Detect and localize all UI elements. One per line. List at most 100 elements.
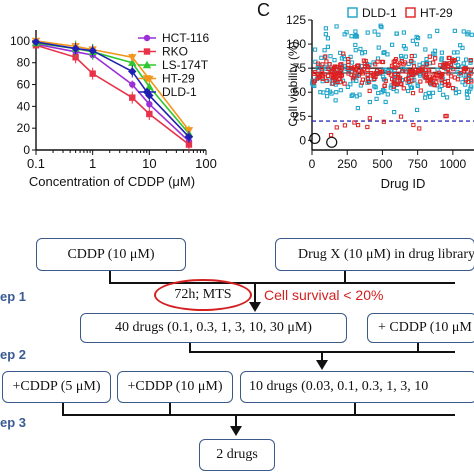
scatter-point xyxy=(463,82,468,87)
scatter-point xyxy=(381,119,386,124)
scatter-point xyxy=(468,60,473,65)
scatter-point xyxy=(424,62,430,67)
scatter-point xyxy=(348,82,353,87)
scatter-point xyxy=(382,83,387,88)
scatter-point xyxy=(334,125,339,130)
scatter-point xyxy=(381,50,386,56)
y-tick-label: 0 xyxy=(23,143,30,157)
connector-mid xyxy=(189,343,455,353)
drug-screen-xlabel: Drug ID xyxy=(381,176,426,191)
scatter-point xyxy=(353,42,358,48)
scatter-point xyxy=(399,82,404,87)
scatter-point xyxy=(413,70,418,75)
legend-marker xyxy=(142,75,152,83)
series-line-hct-116 xyxy=(35,43,190,142)
incubation-oval: 72h; MTS xyxy=(154,279,252,311)
drug-screen-ylabel: Cell viability (%) xyxy=(286,41,300,126)
scatter-point xyxy=(427,69,432,74)
x-tick-label: 250 xyxy=(337,157,357,171)
cddp-10-box: +CDDP (10 μM) xyxy=(117,371,233,403)
scatter-point xyxy=(333,71,338,76)
legend-marker xyxy=(142,60,152,69)
scatter-point xyxy=(418,79,423,84)
data-point xyxy=(185,141,193,148)
scatter-point xyxy=(446,55,451,61)
scatter-point xyxy=(373,85,378,90)
highlight-circle xyxy=(326,136,338,148)
scatter-point xyxy=(312,47,318,52)
scatter-point xyxy=(352,120,357,125)
panel-c-label: C xyxy=(257,0,270,20)
scatter-point xyxy=(366,79,372,85)
scatter-point xyxy=(315,61,321,66)
scatter-point xyxy=(398,75,403,80)
scatter-point xyxy=(415,83,420,89)
scatter-point xyxy=(363,64,368,69)
scatter-point xyxy=(334,64,339,70)
series-line-rko xyxy=(35,44,190,146)
scatter-point xyxy=(360,71,366,76)
scatter-point xyxy=(399,56,404,61)
dose-response-chart: 0 20 40 60 80 100 0.1 1 10 100 HCT-116RKOLS-174TH… xyxy=(10,30,217,189)
scatter-point xyxy=(326,66,331,71)
cddp-5-box: +CDDP (5 μM) xyxy=(2,371,111,403)
scatter-point xyxy=(325,44,331,49)
scatter-point xyxy=(401,44,407,49)
data-point xyxy=(71,44,80,53)
x-tick-label: 0.1 xyxy=(27,156,45,171)
scatter-point xyxy=(437,87,442,92)
scatter-point xyxy=(414,42,420,47)
legend-marker xyxy=(143,34,151,42)
scatter-point xyxy=(389,77,395,82)
data-point xyxy=(89,70,96,77)
scatter-point xyxy=(465,95,470,100)
scatter-point xyxy=(414,34,419,40)
scatter-point xyxy=(329,68,335,74)
scatter-point xyxy=(439,50,445,55)
step-2-label: ep 2 xyxy=(0,347,27,362)
scatter-point xyxy=(346,56,351,62)
scatter-point xyxy=(451,59,456,64)
step-3-label: ep 3 xyxy=(0,415,27,430)
scatter-point xyxy=(389,63,395,68)
scatter-point xyxy=(405,88,411,94)
scatter-point xyxy=(434,80,439,85)
scatter-point xyxy=(338,88,343,93)
scatter-point xyxy=(455,63,460,68)
scatter-point xyxy=(393,65,398,70)
data-point xyxy=(146,110,153,118)
drug-screen-points xyxy=(309,23,474,138)
scatter-point xyxy=(325,94,330,99)
scatter-point xyxy=(426,90,431,95)
scatter-point xyxy=(398,114,404,119)
scatter-point xyxy=(323,26,328,31)
scatter-point xyxy=(403,54,408,59)
scatter-point xyxy=(418,88,423,93)
scatter-point xyxy=(452,28,457,33)
scatter-point xyxy=(385,92,390,97)
scatter-point xyxy=(355,63,360,68)
scatter-point xyxy=(394,89,399,94)
scatter-point xyxy=(410,72,415,78)
y-tick-label: 100 xyxy=(286,37,306,51)
scatter-point xyxy=(401,30,406,35)
scatter-point xyxy=(323,32,328,37)
scatter-point xyxy=(358,46,363,52)
scatter-point xyxy=(423,47,428,52)
scatter-point xyxy=(380,59,386,65)
scatter-point xyxy=(312,78,317,83)
two-drugs-box: 2 drugs xyxy=(199,439,275,471)
x-tick-label: 10 xyxy=(142,156,156,171)
scatter-point xyxy=(428,94,433,99)
scatter-point xyxy=(356,73,361,78)
scatter-point xyxy=(410,91,416,96)
scatter-point xyxy=(451,50,457,55)
data-point xyxy=(146,100,153,108)
legend-label: HT-29 xyxy=(162,72,195,86)
x-tick-label: 100 xyxy=(195,156,217,171)
y-tick-label: 60 xyxy=(17,78,31,92)
scatter-point xyxy=(351,78,356,83)
scatter-point xyxy=(349,60,355,65)
scatter-point xyxy=(373,62,378,67)
